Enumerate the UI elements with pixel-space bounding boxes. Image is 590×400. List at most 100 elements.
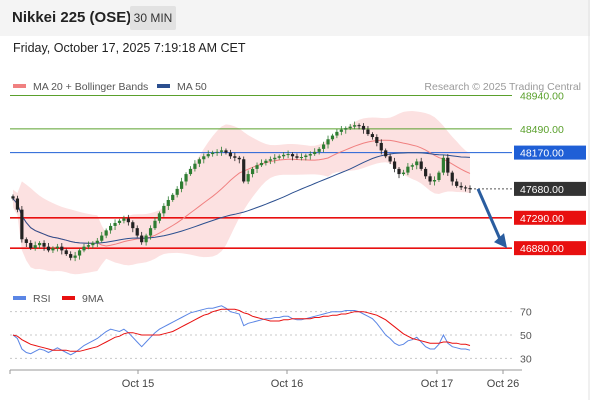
candle-body [242,159,246,182]
candle-body [38,242,42,246]
candle-body [86,245,91,247]
candle-body [259,162,264,166]
candle-body [144,235,148,243]
candle-body [55,246,59,249]
candle-body [11,196,15,199]
candle-body [317,148,321,152]
candle-body [361,125,366,130]
header-bar: Nikkei 225 (OSE) 30 MIN [0,0,590,36]
legend-label-ma20: MA 20 + Bollinger Bands [33,81,148,93]
level-label-47290: 47290.00 [520,213,564,225]
candle-body [264,160,268,163]
candle-body [432,180,437,182]
rsi-legend-swatch-1 [62,296,75,300]
candle-body [428,176,432,182]
candle-body [459,185,463,188]
candle-body [109,225,113,231]
candle-body [95,240,99,243]
rsi-tick-50: 50 [520,330,532,342]
candle-body [353,125,357,127]
candle-body [268,159,272,161]
candle-body [153,220,157,229]
candle-body [113,222,117,226]
candle-body [157,213,162,221]
candle-body [91,242,95,246]
candle-body [304,155,308,158]
rsi-line [12,305,471,356]
candle-body [321,144,326,149]
candle-body [273,157,277,160]
x-tick-label: Oct 26 [487,378,519,390]
candle-body [24,239,28,243]
level-label-47680: 47680.00 [520,184,564,196]
chart-credit: Research © 2025 Trading Central [424,81,581,93]
candle-body [424,168,428,177]
candle-body [184,174,188,182]
candle-body [255,165,259,169]
candle-body [215,151,219,153]
rsi-tick-30: 30 [520,353,532,365]
instrument-title: Nikkei 225 (OSE) [12,9,132,26]
projection-arrow-shaft [476,188,502,240]
candle-body [166,200,170,206]
level-badge-46880 [514,241,586,256]
legend-swatch-ma50 [157,84,170,88]
candle-body [295,156,299,158]
candle-body [370,134,374,138]
candle-body [379,142,383,151]
candle-body [286,154,290,156]
candle-body [51,248,55,251]
x-tick-label: Oct 16 [271,378,303,390]
candle-body [69,254,73,258]
candle-body [82,246,86,251]
candle-body [197,159,201,164]
bollinger-band-fill [13,110,470,275]
projection-arrow-head [494,233,507,249]
candle-body [233,156,237,158]
candle-body [463,187,468,189]
candle-body [64,250,68,255]
ma50-line [12,152,471,244]
level-label-48490: 48490.00 [520,124,564,136]
rsi-legend-label-1: 9MA [82,293,104,305]
candle-body [419,161,423,169]
candle-body [313,151,317,155]
candle-body [33,245,37,249]
candle-body [148,228,153,236]
candle-body [73,255,77,258]
candle-body [60,246,64,251]
candle-body [42,242,46,247]
rsi-legend-label-0: RSI [33,293,51,305]
candle-body [384,150,388,157]
rsi-ma-line [12,308,471,352]
candle-body [122,218,126,221]
candle-body [224,150,228,153]
level-label-48170: 48170.00 [520,148,564,160]
candle-body [29,242,33,249]
level-badge-47290 [514,210,586,225]
candle-body [339,129,343,132]
candle-body [250,168,255,175]
candle-body [335,131,339,136]
timestamp: Friday, October 17, 2025 7:19:18 AM CET [13,41,246,55]
candle-body [140,235,144,243]
level-label-48940: 48940.00 [520,91,564,103]
candle-body [193,163,197,169]
candle-body [77,250,82,256]
candle-body [330,135,335,140]
timeframe-button[interactable]: 30 MIN [130,6,176,30]
candle-body [104,230,108,236]
candle-body [357,125,361,127]
candle-body [392,161,397,169]
x-tick-label: Oct 15 [122,378,154,390]
level-label-46880: 46880.00 [520,243,564,255]
candle-body [455,181,459,186]
candle-body [135,228,139,236]
candle-body [366,129,370,135]
candle-body [406,166,410,173]
level-badge-48170 [514,145,586,160]
candle-body [401,172,406,175]
candle-body [437,172,441,180]
candle-body [46,246,51,251]
